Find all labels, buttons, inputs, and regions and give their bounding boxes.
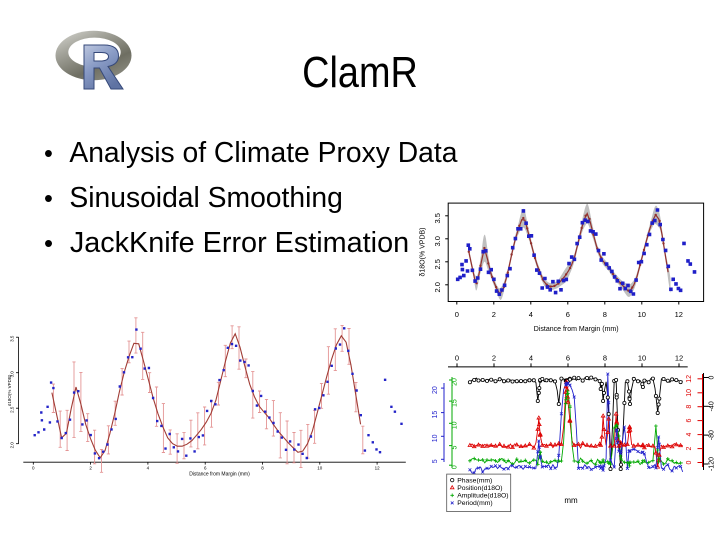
svg-text:-120: -120 <box>709 457 716 471</box>
svg-text:3.0: 3.0 <box>433 236 442 246</box>
svg-text:-80: -80 <box>709 430 716 440</box>
svg-text:2.0: 2.0 <box>433 282 442 292</box>
svg-text:4: 4 <box>147 466 150 471</box>
svg-text:0: 0 <box>455 310 459 319</box>
svg-text:Distance from Margin (mm): Distance from Margin (mm) <box>189 472 250 478</box>
svg-text:0: 0 <box>709 375 716 379</box>
svg-text:12: 12 <box>675 354 683 363</box>
svg-text:Position(d18O): Position(d18O) <box>457 485 502 492</box>
svg-text:0: 0 <box>686 460 693 464</box>
svg-text:6: 6 <box>566 310 570 319</box>
svg-text:4: 4 <box>686 433 693 437</box>
svg-text:3.5: 3.5 <box>10 335 15 342</box>
svg-text:3.5: 3.5 <box>433 213 442 223</box>
svg-text:15: 15 <box>432 411 439 419</box>
svg-text:0: 0 <box>452 465 459 469</box>
svg-text:8: 8 <box>603 354 607 363</box>
svg-text:2: 2 <box>89 466 92 471</box>
svg-text:6: 6 <box>204 466 207 471</box>
svg-text:12: 12 <box>675 310 683 319</box>
svg-text:2: 2 <box>492 354 496 363</box>
svg-text:20: 20 <box>432 386 439 394</box>
svg-text:3.0: 3.0 <box>10 371 15 378</box>
svg-text:15: 15 <box>452 399 459 407</box>
svg-text:20: 20 <box>452 378 459 386</box>
svg-text:8: 8 <box>261 466 264 471</box>
svg-text:2: 2 <box>686 447 693 451</box>
svg-text:10: 10 <box>317 466 323 471</box>
svg-text:10: 10 <box>638 354 646 363</box>
svg-text:10: 10 <box>686 389 693 397</box>
svg-text:Amplitude(d18O): Amplitude(d18O) <box>457 493 508 500</box>
svg-text:2.0: 2.0 <box>10 442 15 449</box>
svg-text:0: 0 <box>455 354 459 363</box>
svg-text:Period(mm): Period(mm) <box>457 500 493 507</box>
svg-text:10: 10 <box>432 434 439 442</box>
svg-text:8: 8 <box>603 310 607 319</box>
svg-text:12: 12 <box>686 375 693 383</box>
svg-text:2: 2 <box>492 310 496 319</box>
svg-text:0: 0 <box>32 466 35 471</box>
svg-text:5: 5 <box>452 446 459 450</box>
svg-text:6: 6 <box>686 419 693 423</box>
svg-text:mm: mm <box>564 496 578 505</box>
svg-text:Distance from Margin (mm): Distance from Margin (mm) <box>534 326 619 333</box>
svg-text:δ18O(% VPDB): δ18O(% VPDB) <box>8 374 12 406</box>
svg-text:4: 4 <box>529 354 533 363</box>
svg-text:2.5: 2.5 <box>10 406 15 413</box>
svg-text:10: 10 <box>452 421 459 429</box>
svg-text:6: 6 <box>566 354 570 363</box>
svg-text:10: 10 <box>638 310 646 319</box>
svg-text:5: 5 <box>432 459 439 463</box>
svg-text:8: 8 <box>686 405 693 409</box>
svg-text:2.5: 2.5 <box>433 259 442 269</box>
svg-text:Phase(mm): Phase(mm) <box>457 477 492 484</box>
svg-text:-40: -40 <box>709 401 716 411</box>
svg-text:4: 4 <box>529 310 533 319</box>
svg-text:12: 12 <box>375 466 381 471</box>
svg-text:δ18O(% VPDB): δ18O(% VPDB) <box>420 227 427 276</box>
